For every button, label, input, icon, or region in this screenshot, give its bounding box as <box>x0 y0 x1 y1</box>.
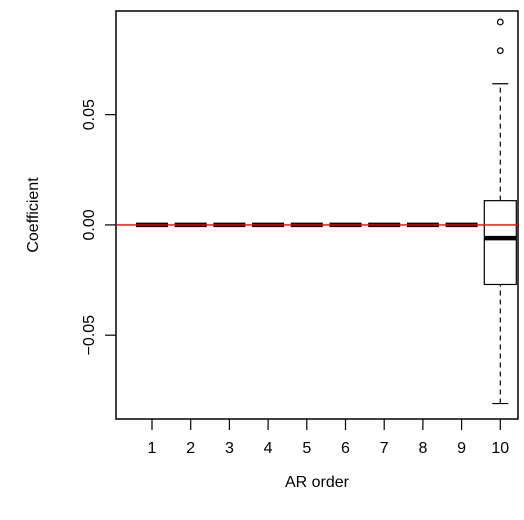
y-axis: −0.05 0.00 0.05 <box>81 99 116 355</box>
box-body <box>483 200 517 286</box>
plot-frame <box>115 10 519 420</box>
outlier-point <box>496 18 504 26</box>
box-series <box>136 18 517 405</box>
x-tick-label: 9 <box>457 440 466 457</box>
x-tick-label: 4 <box>264 440 273 457</box>
x-tick-label: 2 <box>186 440 195 457</box>
x-tick-label: 6 <box>341 440 350 457</box>
x-axis-title: AR order <box>285 474 350 491</box>
x-tick-label: 1 <box>148 440 157 457</box>
x-tick-label: 3 <box>225 440 234 457</box>
y-tick-label: 0.05 <box>81 99 98 130</box>
outlier-point <box>496 47 504 55</box>
x-tick-label: 5 <box>302 440 311 457</box>
x-axis: 1 2 3 4 5 6 7 8 9 10 <box>148 419 509 457</box>
x-tick-label: 8 <box>418 440 427 457</box>
y-axis-title: Coefficient <box>25 177 42 253</box>
x-tick-label: 7 <box>380 440 389 457</box>
y-tick-label: 0.00 <box>81 209 98 240</box>
x-tick-label: 10 <box>491 440 509 457</box>
box-10 <box>483 18 517 405</box>
y-tick-label: −0.05 <box>81 315 98 356</box>
